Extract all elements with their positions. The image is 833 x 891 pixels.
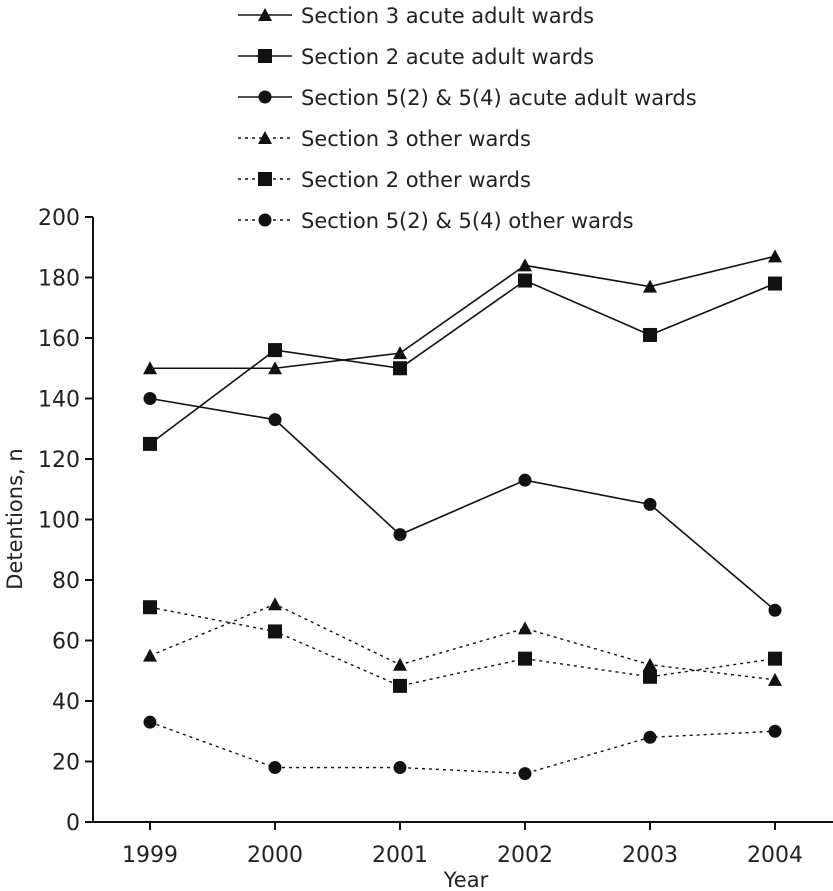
legend-label: Section 2 other wards: [301, 168, 531, 192]
y-tick-label: 20: [52, 751, 80, 776]
data-point: [768, 724, 782, 738]
series-5: [143, 600, 782, 693]
y-tick-label: 0: [66, 811, 80, 836]
data-point: [518, 273, 532, 288]
data-point: [643, 279, 657, 293]
legend-item: Section 3 other wards: [238, 127, 531, 151]
data-point: [268, 624, 282, 639]
legend-item: Section 2 acute adult wards: [238, 45, 594, 69]
data-point: [643, 497, 657, 511]
legend-label: Section 2 acute adult wards: [301, 45, 594, 69]
data-point: [143, 436, 157, 451]
data-point: [143, 361, 157, 375]
legend-label: Section 5(2) & 5(4) other wards: [301, 209, 634, 233]
series-6: [143, 715, 782, 781]
series-group: [143, 249, 782, 781]
y-tick-label: 60: [52, 630, 80, 655]
data-point: [643, 657, 657, 671]
y-tick-label: 100: [38, 509, 80, 534]
data-point: [768, 249, 782, 263]
data-point: [393, 761, 407, 775]
legend-marker: [258, 90, 272, 104]
legend-label: Section 3 acute adult wards: [301, 4, 594, 28]
data-point: [768, 651, 782, 666]
y-tick-label: 120: [38, 448, 80, 473]
series-line: [149, 721, 776, 775]
legend-label: Section 5(2) & 5(4) acute adult wards: [301, 86, 697, 110]
axes: [92, 217, 833, 823]
data-point: [518, 621, 532, 635]
x-tick-label: 2001: [372, 843, 428, 868]
legend-item: Section 3 acute adult wards: [238, 4, 594, 28]
data-point: [768, 603, 782, 617]
data-point: [518, 651, 532, 666]
legend-item: Section 2 other wards: [238, 168, 531, 192]
data-point: [268, 343, 282, 358]
x-tick-label: 2002: [497, 843, 553, 868]
data-point: [143, 648, 157, 662]
legend-item: Section 5(2) & 5(4) acute adult wards: [238, 86, 697, 110]
data-point: [393, 678, 407, 693]
data-point: [393, 657, 407, 671]
data-point: [268, 761, 282, 775]
series-line: [149, 397, 776, 611]
data-point: [768, 672, 782, 686]
series-line: [150, 255, 776, 370]
data-point: [393, 346, 407, 360]
y-tick-label: 80: [52, 569, 80, 594]
series-1: [143, 249, 782, 375]
legend-marker: [258, 131, 272, 144]
data-point: [768, 276, 782, 291]
series-line: [149, 606, 776, 687]
y-tick-label: 160: [38, 327, 80, 352]
data-point: [643, 669, 657, 684]
x-tick-label: 1999: [122, 843, 178, 868]
data-point: [143, 392, 157, 405]
series-line: [149, 603, 776, 681]
series-4: [143, 597, 782, 686]
y-axis-label: Detentions, n: [3, 448, 27, 589]
data-point: [268, 361, 282, 375]
data-point: [143, 600, 157, 615]
legend-marker: [258, 49, 272, 63]
data-point: [643, 327, 657, 342]
y-tick-label: 40: [52, 690, 80, 715]
data-point: [643, 730, 657, 744]
x-tick-label: 2000: [247, 843, 303, 868]
x-axis-label: Year: [443, 868, 489, 891]
data-point: [143, 715, 157, 729]
x-ticks: 1999 2000 2001 2002 2003 2004: [122, 822, 803, 868]
data-point: [518, 767, 532, 781]
x-tick-label: 2004: [747, 843, 803, 868]
data-point: [393, 528, 407, 542]
legend-marker: [258, 8, 272, 21]
y-tick-label: 180: [38, 267, 80, 292]
data-point: [393, 361, 407, 376]
data-point: [268, 413, 282, 427]
series-2: [143, 273, 782, 451]
data-point: [518, 473, 532, 487]
data-point: [518, 258, 532, 272]
legend-marker: [258, 172, 272, 186]
legend-marker: [258, 213, 272, 227]
legend-item: Section 5(2) & 5(4) other wards: [238, 209, 634, 233]
series-line: [149, 279, 776, 445]
y-tick-label: 140: [38, 388, 80, 413]
data-point: [268, 597, 282, 611]
y-tick-label: 200: [38, 206, 80, 231]
legend: Section 3 acute adult wards Section 2 acu…: [238, 4, 697, 233]
legend-label: Section 3 other wards: [301, 127, 531, 151]
y-ticks: 0 20 40 60 80 100 120 140 160 180 200: [38, 206, 93, 836]
series-3: [143, 392, 782, 617]
x-tick-label: 2003: [622, 843, 678, 868]
